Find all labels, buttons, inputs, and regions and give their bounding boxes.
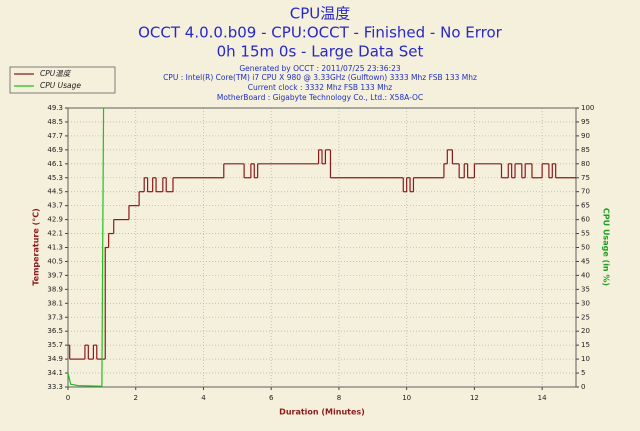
- x-tick-label: 8: [337, 394, 341, 402]
- info-line: MotherBoard : Gigabyte Technology Co., L…: [217, 93, 423, 102]
- y2-tick-label: 60: [581, 216, 590, 224]
- y2-tick-label: 25: [581, 313, 590, 321]
- legend-label: CPU温度: [40, 69, 72, 78]
- y2-tick-label: 20: [581, 327, 590, 335]
- y2-tick-label: 100: [581, 104, 594, 112]
- x-tick-label: 0: [66, 394, 70, 402]
- y2-tick-label: 95: [581, 118, 590, 126]
- y2-tick-label: 80: [581, 160, 590, 168]
- y-tick-label: 40.5: [47, 257, 63, 265]
- y2-tick-label: 40: [581, 271, 590, 279]
- y-tick-label: 38.1: [47, 299, 63, 307]
- y-tick-label: 38.9: [47, 285, 63, 293]
- y-tick-label: 46.9: [47, 146, 63, 154]
- info-line: Current clock : 3332 Mhz FSB 133 Mhz: [248, 83, 393, 92]
- plot-frame: [67, 107, 577, 388]
- y-axis-label: Temperature (°C): [32, 208, 41, 286]
- series-line: [67, 107, 106, 387]
- y-tick-label: 34.1: [47, 369, 63, 377]
- y-tick-label: 47.7: [47, 132, 63, 140]
- y2-tick-label: 85: [581, 146, 590, 154]
- y2-tick-label: 30: [581, 299, 590, 307]
- y2-tick-label: 50: [581, 244, 590, 252]
- x-tick-label: 2: [133, 394, 137, 402]
- y2-axis-label: CPU Usage (in %): [602, 208, 611, 286]
- y2-tick-label: 70: [581, 188, 590, 196]
- y2-tick-label: 45: [581, 257, 590, 265]
- y2-tick-label: 65: [581, 202, 590, 210]
- y2-tick-label: 10: [581, 355, 590, 363]
- y2-tick-label: 75: [581, 174, 590, 182]
- chart-title: CPU温度: [290, 5, 351, 23]
- y2-tick-label: 15: [581, 341, 590, 349]
- y-tick-label: 39.7: [47, 271, 63, 279]
- y2-tick-label: 5: [581, 369, 585, 377]
- y-tick-label: 49.3: [47, 104, 63, 112]
- y-tick-label: 48.5: [47, 118, 63, 126]
- legend-label: CPU Usage: [40, 81, 81, 90]
- y-tick-label: 36.5: [47, 327, 63, 335]
- x-tick-label: 12: [470, 394, 479, 402]
- x-tick-label: 6: [269, 394, 274, 402]
- y2-tick-label: 55: [581, 230, 590, 238]
- y-tick-label: 45.3: [47, 174, 63, 182]
- x-tick-label: 14: [538, 394, 547, 402]
- y2-tick-label: 35: [581, 285, 590, 293]
- y-tick-label: 46.1: [47, 160, 63, 168]
- x-tick-label: 4: [201, 394, 206, 402]
- legend-box: [9, 66, 116, 94]
- info-line: Generated by OCCT : 2011/07/25 23:36:23: [239, 64, 401, 73]
- y-tick-label: 43.7: [47, 202, 63, 210]
- y-tick-label: 42.9: [47, 216, 63, 224]
- x-tick-label: 10: [402, 394, 411, 402]
- x-axis-label: Duration (Minutes): [279, 408, 365, 417]
- y-tick-label: 41.3: [47, 244, 63, 252]
- y2-tick-label: 0: [581, 383, 585, 391]
- y-tick-label: 35.7: [47, 341, 63, 349]
- y2-tick-label: 90: [581, 132, 590, 140]
- y-tick-label: 44.5: [47, 188, 63, 196]
- chart-subtitle: OCCT 4.0.0.b09 - CPU:OCCT - Finished - N…: [138, 24, 503, 42]
- info-line: CPU : Intel(R) Core(TM) i7 CPU X 980 @ 3…: [163, 73, 477, 82]
- y-tick-label: 33.3: [47, 383, 63, 391]
- y-tick-label: 42.1: [47, 230, 63, 238]
- y-tick-label: 34.9: [47, 355, 63, 363]
- y-tick-label: 37.3: [47, 313, 63, 321]
- chart-subtitle: 0h 15m 0s - Large Data Set: [217, 43, 424, 61]
